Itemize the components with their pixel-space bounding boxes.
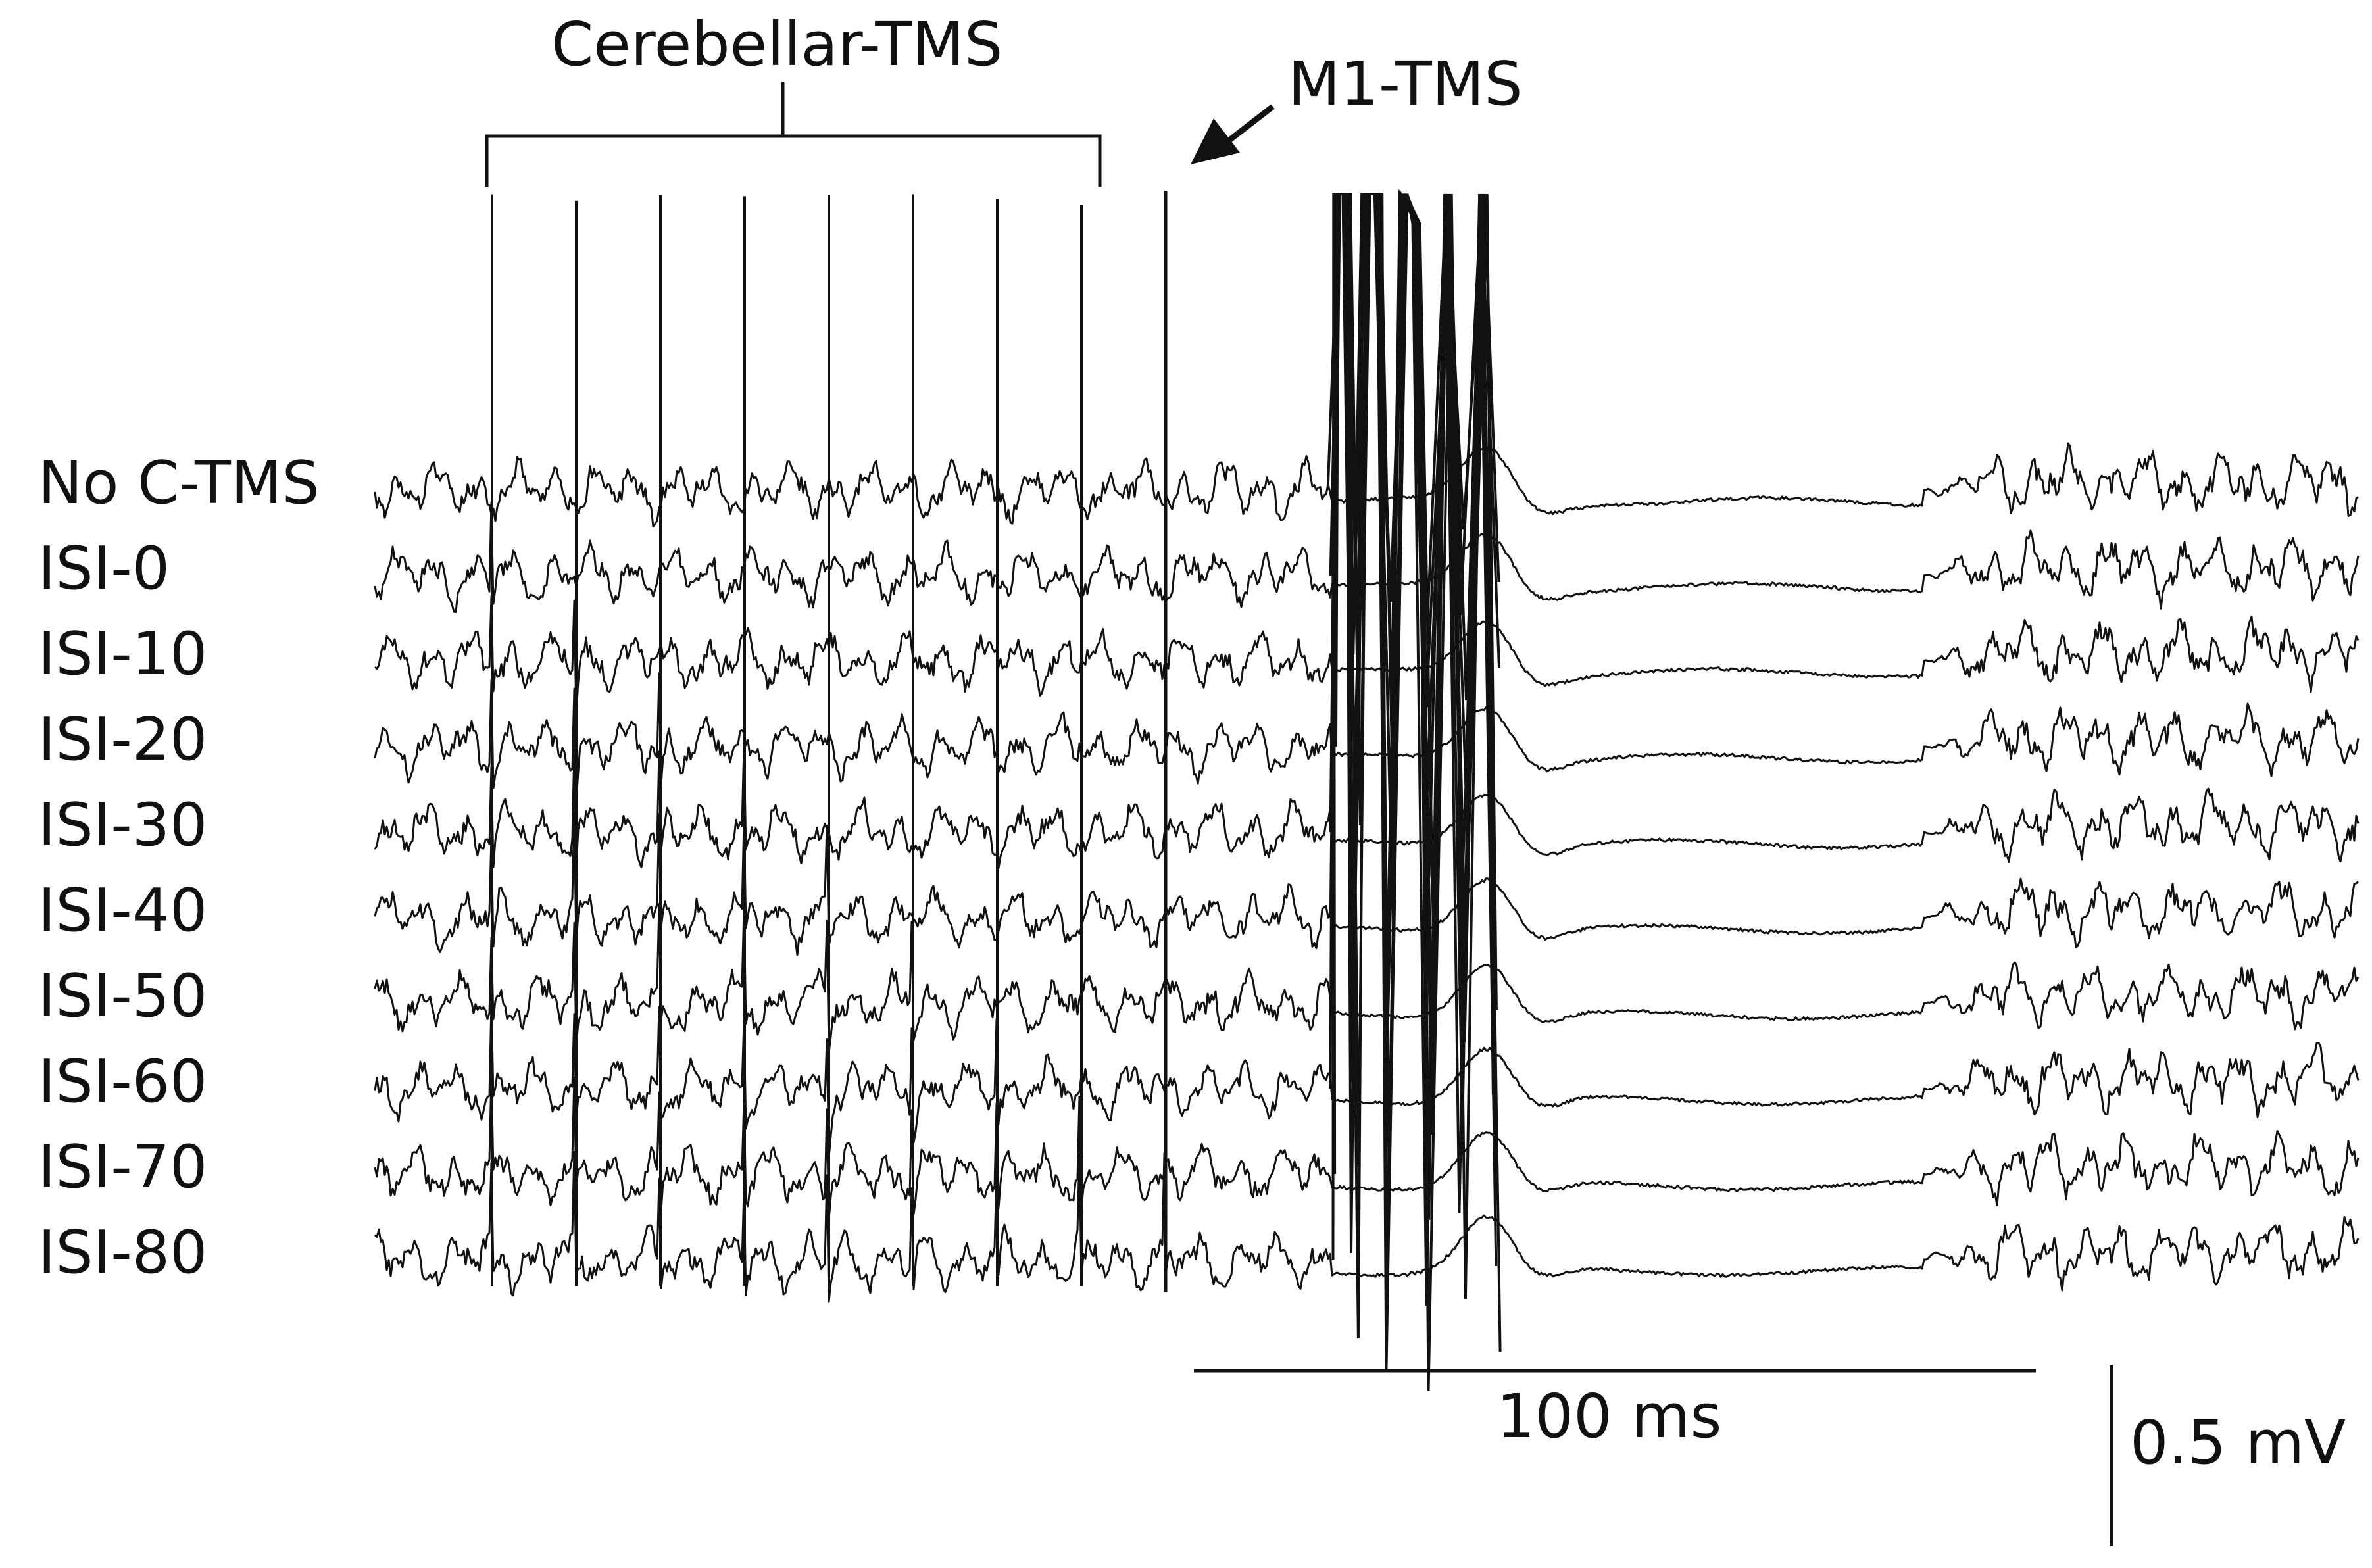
cerebellar-tms-label: Cerebellar-TMS xyxy=(551,9,1003,80)
time-scale-label: 100 ms xyxy=(1496,1381,1722,1452)
emg-traces xyxy=(374,442,2360,1303)
cerebellar-bracket xyxy=(485,82,1102,187)
m1-tms-label: M1-TMS xyxy=(1288,49,1523,119)
trace-label: ISI-80 xyxy=(38,1218,208,1287)
trace-label: ISI-70 xyxy=(38,1133,208,1202)
trace-label: ISI-20 xyxy=(38,705,208,774)
mep-response xyxy=(1331,193,1502,1392)
emg-trace xyxy=(374,442,2359,528)
mep-burst xyxy=(1326,189,1502,1392)
trace-label: ISI-30 xyxy=(38,791,208,860)
trace-label: ISI-0 xyxy=(38,534,170,603)
mep-response xyxy=(1329,193,1498,1050)
trace-label: ISI-10 xyxy=(38,620,208,689)
emg-trace xyxy=(374,744,2360,870)
trace-label: No C-TMS xyxy=(38,449,320,518)
trace-label: ISI-60 xyxy=(38,1047,208,1116)
emg-trace xyxy=(374,672,2360,802)
emg-trace xyxy=(374,811,2359,956)
emg-trace xyxy=(374,903,2360,1054)
trace-label: ISI-50 xyxy=(38,962,208,1031)
emg-trace xyxy=(374,1002,2360,1160)
amplitude-scale-label: 0.5 mV xyxy=(2130,1408,2346,1478)
trace-label: ISI-40 xyxy=(38,876,208,945)
emg-trace xyxy=(374,501,2360,613)
emg-trace xyxy=(374,1151,2360,1303)
emg-trace xyxy=(374,1075,2360,1221)
emg-trace xyxy=(374,595,2360,714)
m1-arrow-icon xyxy=(1191,104,1275,164)
